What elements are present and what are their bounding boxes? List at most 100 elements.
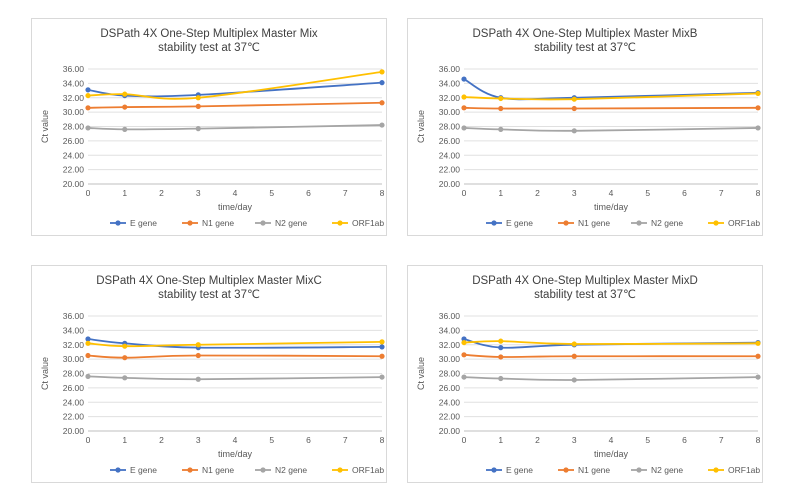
- data-point-orf1ab: [122, 91, 128, 97]
- y-tick-label: 34.00: [63, 78, 85, 88]
- x-tick-label: 3: [572, 188, 577, 198]
- legend-marker-e-gene: [115, 220, 121, 226]
- series-line-orf1ab: [463, 92, 759, 101]
- legend-marker-n2-gene: [260, 220, 266, 226]
- data-point-n1-gene: [122, 355, 128, 361]
- y-tick-label: 20.00: [439, 179, 461, 189]
- x-tick-label: 8: [380, 188, 385, 198]
- data-point-n1-gene: [379, 100, 385, 106]
- y-tick-label: 20.00: [63, 179, 85, 189]
- y-tick-label: 24.00: [439, 397, 461, 407]
- x-tick-label: 0: [462, 435, 467, 445]
- data-point-n2-gene: [571, 128, 577, 134]
- x-tick-label: 6: [306, 435, 311, 445]
- y-tick-label: 32.00: [439, 93, 461, 103]
- x-tick-label: 2: [159, 188, 164, 198]
- y-tick-label: 32.00: [63, 340, 85, 350]
- data-point-orf1ab: [461, 339, 467, 346]
- data-point-n1-gene: [195, 352, 201, 359]
- legend-label-orf1ab: ORF1ab: [728, 218, 760, 228]
- data-point-orf1ab: [195, 95, 201, 101]
- data-point-n2-gene: [498, 375, 504, 382]
- chart-subtitle: stability test at 37℃: [158, 42, 260, 54]
- data-point-n2-gene: [498, 126, 504, 132]
- data-point-orf1ab: [461, 94, 467, 100]
- legend-marker-n1-gene: [187, 467, 193, 473]
- data-point-n1-gene: [85, 352, 91, 359]
- legend-marker-n2-gene: [636, 220, 642, 226]
- y-axis-title: Ct value: [416, 110, 426, 143]
- data-point-n2-gene: [379, 122, 385, 128]
- legend-label-n1-gene: N1 gene: [578, 465, 610, 475]
- data-point-n2-gene: [122, 375, 128, 381]
- x-tick-label: 4: [233, 188, 238, 198]
- y-tick-label: 34.00: [63, 325, 85, 335]
- y-tick-label: 30.00: [63, 107, 85, 117]
- x-tick-label: 8: [756, 188, 761, 198]
- x-tick-label: 8: [756, 435, 761, 445]
- legend-label-n1-gene: N1 gene: [202, 465, 234, 475]
- series-line-e-gene: [463, 78, 759, 101]
- legend-marker-orf1ab: [713, 220, 719, 226]
- y-tick-label: 30.00: [439, 107, 461, 117]
- x-axis-title: time/day: [218, 202, 253, 212]
- data-point-n2-gene: [461, 125, 467, 131]
- y-tick-label: 24.00: [439, 150, 461, 160]
- data-point-orf1ab: [379, 339, 385, 345]
- series-line-n2-gene: [463, 376, 759, 381]
- data-point-n2-gene: [195, 376, 201, 382]
- series-line-orf1ab: [463, 340, 759, 346]
- legend-label-n2-gene: N2 gene: [275, 218, 307, 228]
- y-tick-label: 26.00: [439, 136, 461, 146]
- legend-marker-n1-gene: [187, 220, 193, 226]
- data-point-n1-gene: [195, 103, 201, 109]
- y-tick-label: 36.00: [63, 64, 85, 74]
- data-point-orf1ab: [755, 90, 761, 97]
- series-line-orf1ab: [87, 340, 383, 348]
- y-tick-label: 22.00: [63, 412, 85, 422]
- legend-marker-e-gene: [491, 220, 497, 226]
- data-point-orf1ab: [379, 69, 385, 75]
- x-tick-label: 5: [269, 188, 274, 198]
- x-tick-label: 1: [122, 435, 127, 445]
- legend-marker-orf1ab: [713, 467, 719, 473]
- chart-title: DSPath 4X One-Step Multiplex Master Mix: [100, 28, 318, 40]
- y-tick-label: 26.00: [63, 383, 85, 393]
- data-point-n1-gene: [85, 105, 91, 111]
- x-tick-label: 4: [233, 435, 238, 445]
- data-point-e-gene: [85, 87, 91, 93]
- data-point-orf1ab: [571, 341, 577, 347]
- series-line-n2-gene: [87, 124, 383, 131]
- chart-plot: 20.00 22.00 24.00 26.00 28.00 30.00 32.00 34.00…: [40, 64, 385, 228]
- x-tick-label: 6: [306, 188, 311, 198]
- legend-label-n2-gene: N2 gene: [651, 465, 683, 475]
- y-tick-label: 28.00: [63, 122, 85, 132]
- y-tick-label: 36.00: [439, 64, 461, 74]
- x-tick-label: 0: [86, 188, 91, 198]
- data-point-n1-gene: [571, 105, 577, 112]
- legend-marker-e-gene: [115, 467, 121, 473]
- legend-label-n1-gene: N1 gene: [202, 218, 234, 228]
- y-tick-label: 26.00: [439, 383, 461, 393]
- data-point-n1-gene: [461, 105, 467, 111]
- legend-label-e-gene: E gene: [130, 218, 157, 228]
- x-tick-label: 2: [159, 435, 164, 445]
- x-tick-label: 4: [609, 435, 614, 445]
- data-point-n1-gene: [122, 104, 128, 110]
- x-axis-title: time/day: [594, 202, 629, 212]
- legend-marker-n1-gene: [563, 467, 569, 473]
- x-tick-label: 7: [719, 435, 724, 445]
- series-line-e-gene: [87, 338, 383, 349]
- chart-plot: 20.00 22.00 24.00 26.00 28.00 30.00 32.00 34.00…: [40, 311, 385, 475]
- legend-marker-n1-gene: [563, 220, 569, 226]
- x-tick-label: 4: [609, 188, 614, 198]
- chart-title: DSPath 4X One-Step Multiplex Master MixB: [472, 28, 698, 40]
- x-tick-label: 5: [645, 188, 650, 198]
- legend-label-n2-gene: N2 gene: [651, 218, 683, 228]
- chart-subtitle: stability test at 37℃: [158, 289, 260, 301]
- data-point-orf1ab: [85, 92, 91, 99]
- data-point-n1-gene: [755, 353, 761, 359]
- series-line-n1-gene: [463, 106, 759, 110]
- x-tick-label: 7: [719, 188, 724, 198]
- chart-plot: 20.00 22.00 24.00 26.00 28.00 30.00 32.00 34.00…: [416, 64, 761, 228]
